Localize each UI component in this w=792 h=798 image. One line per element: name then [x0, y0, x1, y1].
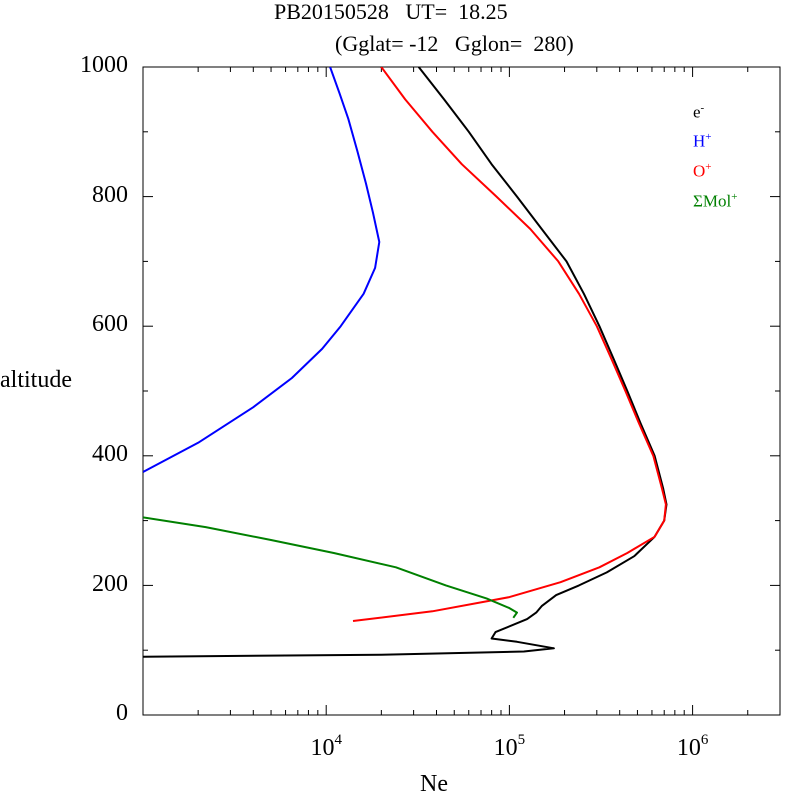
y-tick-label-400: 400 [92, 441, 128, 467]
y-tick-label-800: 800 [92, 182, 128, 208]
legend-electron: e- [693, 102, 705, 122]
y-tick-label-0: 0 [116, 700, 128, 726]
y-tick-label-600: 600 [92, 311, 128, 337]
series-line-2 [352, 67, 667, 622]
series-line-0 [143, 67, 668, 658]
legend-oxygen-ion: O+ [693, 161, 712, 181]
x-axis-label: Ne [420, 771, 448, 797]
chart-subtitle: (Gglat= -12 Gglon= 280) [335, 31, 574, 56]
legend-molecular-ions: ΣMol+ [693, 191, 738, 211]
chart-title: PB20150528 UT= 18.25 [274, 0, 508, 24]
series-line-1 [143, 67, 381, 473]
y-axis-label: altitude [0, 367, 72, 393]
x-tick-label: 105 [494, 732, 525, 761]
x-tick-label: 104 [310, 732, 342, 761]
legend-hydrogen-ion: H+ [693, 131, 712, 151]
y-tick-label-200: 200 [92, 571, 128, 597]
y-tick-label-1000: 1000 [80, 52, 128, 78]
x-tick-label: 106 [677, 732, 709, 761]
series-line-3 [143, 516, 518, 619]
